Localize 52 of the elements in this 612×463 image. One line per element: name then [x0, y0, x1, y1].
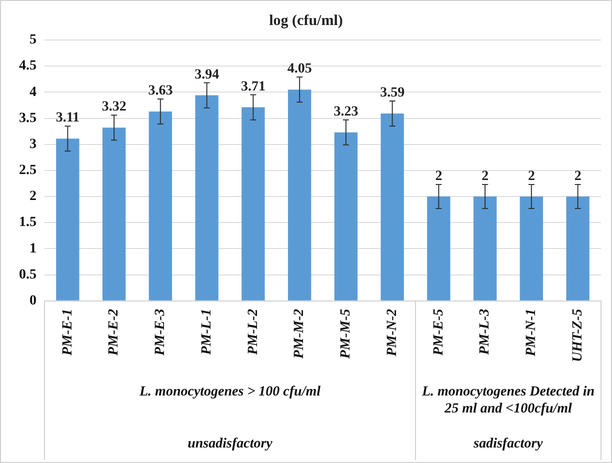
bar [380, 114, 404, 300]
bar [288, 90, 312, 300]
data-label: 3.71 [240, 79, 266, 94]
data-label: 3.63 [148, 84, 173, 99]
y-tick-label: 2.5 [19, 163, 36, 178]
x-tick-label: UHT-Z-5 [570, 308, 586, 362]
y-tick-label: 0.5 [19, 267, 36, 282]
x-tick-label: PM-E-3 [153, 308, 168, 356]
y-tick-label: 1.5 [19, 215, 36, 230]
bar [56, 138, 80, 300]
x-tick-label: PM-E-1 [60, 308, 76, 356]
x-tick-label: PM-E-2 [106, 308, 122, 356]
data-label: 3.59 [380, 86, 405, 101]
y-tick-label: 3.5 [19, 110, 36, 126]
x-tick-label: PM-M-2 [292, 308, 308, 359]
text: unsadisfactory [188, 436, 274, 452]
x-tick-label: PM-N-1 [524, 308, 540, 356]
data-label: 3.11 [56, 110, 80, 126]
y-tick-label: 4.5 [19, 58, 36, 74]
text: sadisfactory [472, 436, 544, 452]
x-tick-label: PM-M-5 [338, 308, 354, 359]
bar [473, 196, 497, 300]
x-tick-label: PM-L-1 [199, 308, 214, 355]
text: L. monocytogenes Detected in 25 ml and <100cfu/ml [420, 384, 595, 417]
y-tick-label: 1 [30, 241, 36, 256]
data-label: 3.32 [102, 100, 126, 115]
y-tick-label: 0 [30, 293, 36, 308]
x-tick-label: PM-N-2 [384, 308, 400, 356]
data-label: 3.23 [334, 104, 358, 120]
data-label: 2 [435, 169, 442, 184]
bar [566, 196, 590, 300]
bar [427, 196, 450, 300]
y-tick-label: 4 [30, 84, 36, 100]
bar [102, 128, 126, 300]
data-label: 2 [482, 169, 489, 184]
x-tick-label: PM-L-2 [246, 308, 261, 355]
data-label: 3.94 [194, 67, 220, 82]
y-tick-label: 5 [30, 32, 36, 48]
chart-title: log (cfu/ml) [269, 12, 343, 29]
x-tick-label: PM-E-5 [431, 308, 446, 356]
y-tick-label: 2 [30, 189, 36, 204]
bar [195, 95, 218, 300]
data-label: 2 [574, 169, 582, 184]
bar [148, 111, 172, 300]
bar [242, 107, 265, 300]
y-tick-label: 3 [30, 136, 36, 152]
bar [334, 132, 358, 300]
x-tick-label: PM-L-3 [478, 308, 493, 355]
bar [520, 196, 544, 300]
text: L. monocytogenes > 100 cfu/ml [138, 384, 321, 400]
data-label: 4.05 [287, 62, 312, 77]
data-label: 2 [528, 169, 535, 184]
